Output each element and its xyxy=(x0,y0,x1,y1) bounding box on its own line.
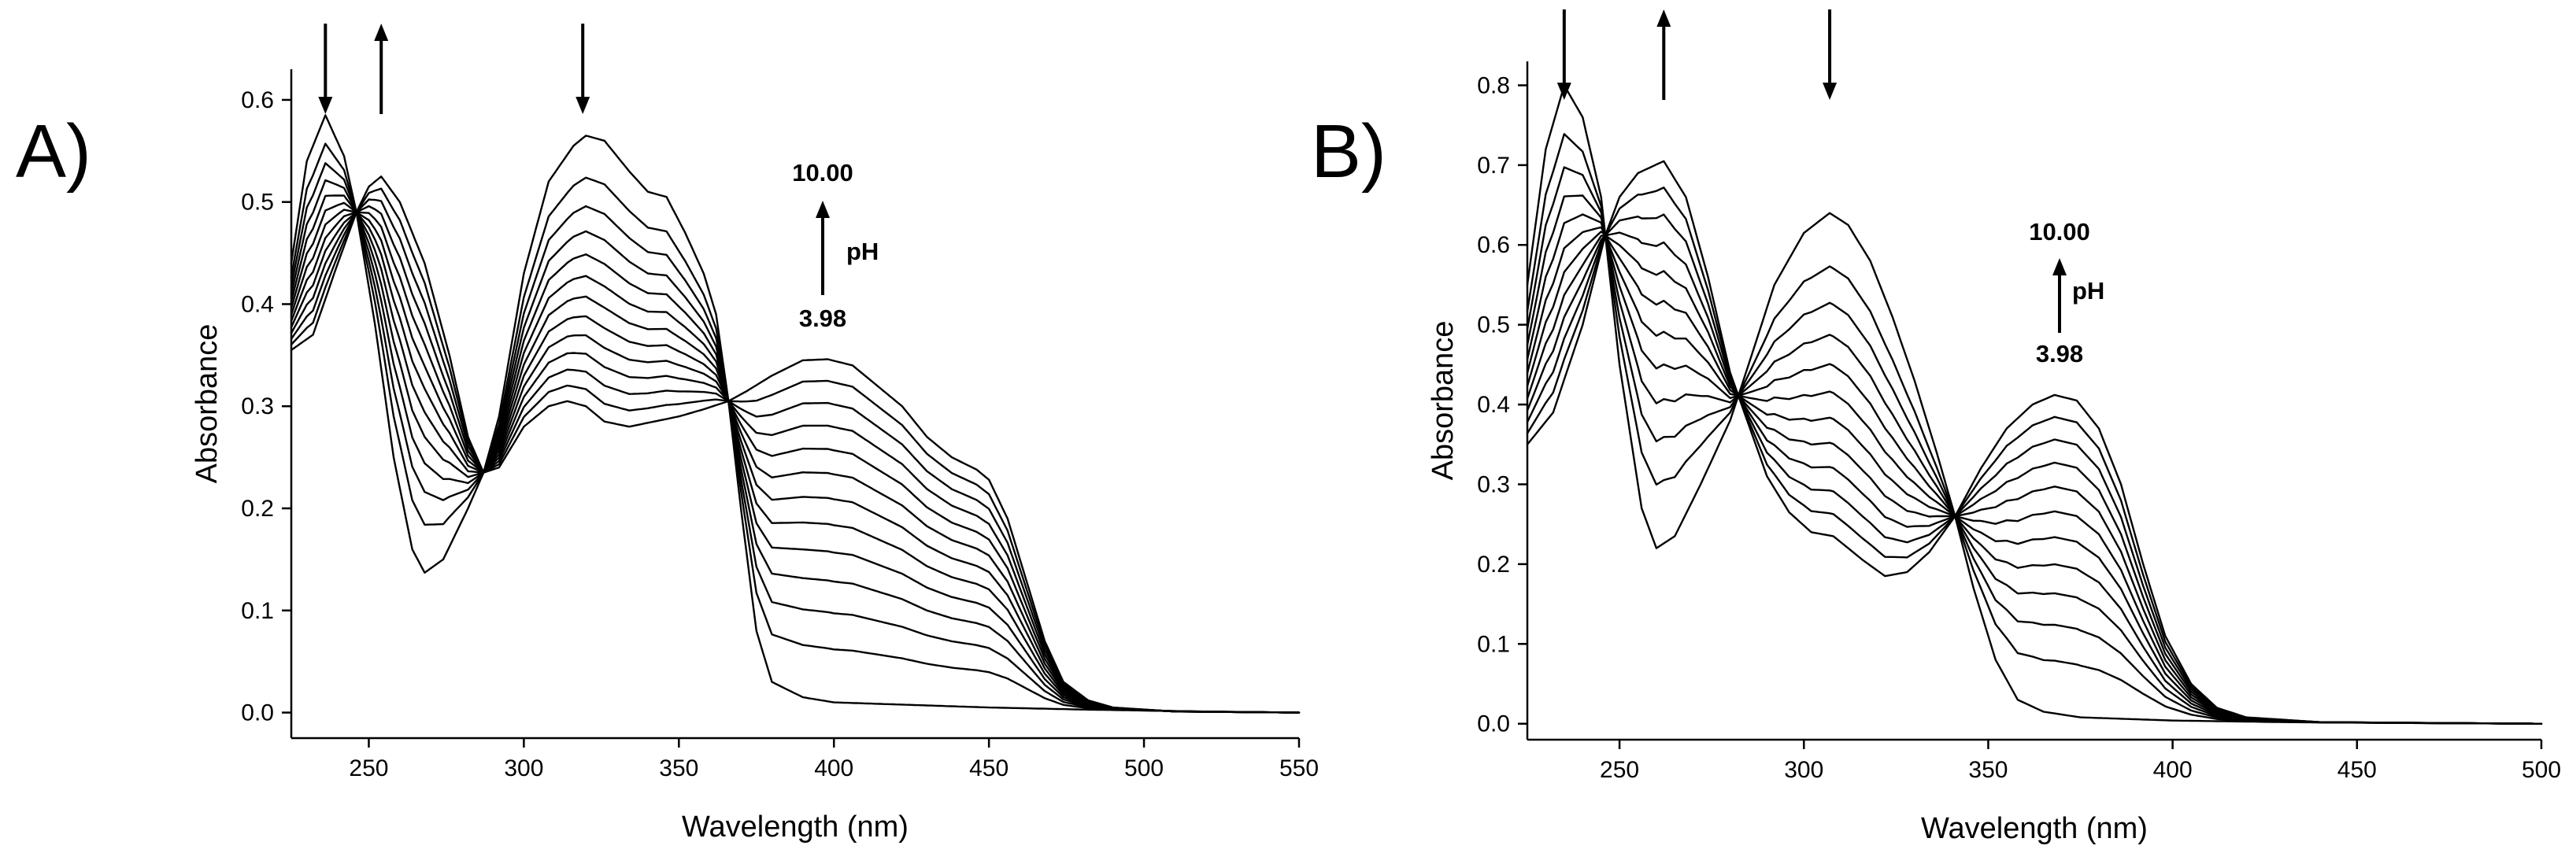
panel-a-x-tick-label: 350 xyxy=(659,755,698,781)
panel-a-y-axis-title: Absorbance xyxy=(191,324,224,484)
panel-a-spectrum-line xyxy=(290,211,1301,714)
panel-b-ph-high: 10.00 xyxy=(2029,218,2090,246)
panel-b-ph-arrow-icon xyxy=(2052,258,2067,333)
panel-a-spectra xyxy=(290,114,1301,714)
panel-a-x-tick-label: 550 xyxy=(1279,755,1319,781)
panel-a-ph-high: 10.00 xyxy=(792,159,853,186)
panel-a-ph-arrow-icon xyxy=(816,201,830,295)
panel-a-y-tick-label: 0.4 xyxy=(241,291,274,317)
panel-b-y-tick-label: 0.4 xyxy=(1477,392,1510,418)
panel-b-y-tick-label: 0.3 xyxy=(1477,471,1510,497)
panel-a-chart: A) 250 300 350 400 450 500 550 0.0 0.1 0.2 0.3 0.4 0.… xyxy=(16,24,1319,844)
panel-a-x-axis-title: Wavelength (nm) xyxy=(682,811,909,844)
panel-b-y-axis-title: Absorbance xyxy=(1427,321,1460,481)
panel-b-arrow-down-icon xyxy=(1823,9,1838,100)
panel-b-spectrum-line xyxy=(1526,231,2543,725)
panel-b-x-tick-label: 350 xyxy=(1968,757,2008,783)
panel-a-arrow-down-icon xyxy=(318,24,333,114)
panel-b-spectrum-line xyxy=(1526,160,2543,725)
panel-a-ph-low: 3.98 xyxy=(799,305,846,332)
panel-a-spectrum-line xyxy=(290,211,1301,714)
panel-a-x-tick-label: 300 xyxy=(504,755,543,781)
panel-a-spectrum-line xyxy=(290,198,1301,714)
panel-a-y-tick-label: 0.1 xyxy=(241,598,274,624)
panel-b-y-tick-label: 0.8 xyxy=(1477,72,1510,98)
panel-b-spectrum-line xyxy=(1526,186,2543,725)
panel-a-spectrum-line xyxy=(290,162,1301,714)
panel-a-spectrum-line xyxy=(290,175,1301,714)
panel-b-y-tick-label: 0.2 xyxy=(1477,552,1510,578)
panel-b-y-tick-label: 0.7 xyxy=(1477,153,1510,179)
panel-b-y-tick-label: 0.0 xyxy=(1477,711,1510,737)
panel-a-y-tick-label: 0.0 xyxy=(241,700,274,726)
panel-b-spectra xyxy=(1526,84,2543,725)
panel-b-x-tick-label: 400 xyxy=(2153,757,2193,783)
panel-b-ph-unit: pH xyxy=(2072,277,2104,305)
panel-b-arrow-down-icon xyxy=(1556,9,1571,100)
panel-a-x-tick-label: 500 xyxy=(1124,755,1164,781)
panel-b-x-axis-title: Wavelength (nm) xyxy=(1921,812,2148,845)
panel-a-y-tick-label: 0.6 xyxy=(241,87,274,113)
panel-b-y-tick-label: 0.5 xyxy=(1477,312,1510,338)
panel-a-spectrum-line xyxy=(290,209,1301,714)
panel-a-arrow-up-icon xyxy=(374,24,389,114)
panel-a-y-tick-label: 0.3 xyxy=(241,393,274,419)
panel-a-x-tick-label: 250 xyxy=(349,755,388,781)
panel-a-y-tick-label: 0.5 xyxy=(241,190,274,216)
panel-b-y-tick-label: 0.6 xyxy=(1477,232,1510,258)
panel-b-x-tick-label: 450 xyxy=(2337,757,2377,783)
panel-b-label: B) xyxy=(1311,109,1386,194)
panel-b-x-tick-label: 500 xyxy=(2522,757,2561,783)
panel-b-x-tick-label: 300 xyxy=(1784,757,1823,783)
panel-a-x-tick-label: 450 xyxy=(969,755,1009,781)
panel-a-ph-unit: pH xyxy=(846,238,879,265)
panel-a-spectrum-line xyxy=(290,179,1301,714)
panel-b-spectrum-line xyxy=(1526,234,2543,725)
panel-b-spectrum-line xyxy=(1526,226,2543,725)
panel-b-chart: B) 250 300 350 400 450 500 0.0 0.1 0.2 0.3 0.4 0.5 0.… xyxy=(1311,9,2561,845)
panel-b-y-tick-label: 0.1 xyxy=(1477,631,1510,657)
panel-b-spectrum-line xyxy=(1526,194,2543,725)
panel-a-spectrum-line xyxy=(290,114,1301,714)
panel-b-x-tick-label: 250 xyxy=(1600,757,1639,783)
panel-a-label: A) xyxy=(16,109,91,194)
panel-b-spectrum-line xyxy=(1526,231,2543,725)
panel-a-spectrum-line xyxy=(290,194,1301,714)
panel-b-ph-low: 3.98 xyxy=(2036,340,2083,367)
panel-a-y-tick-label: 0.2 xyxy=(241,496,274,522)
panel-a-arrow-down-icon xyxy=(576,24,590,114)
panel-a-x-tick-label: 400 xyxy=(814,755,853,781)
panel-b-arrow-up-icon xyxy=(1656,9,1671,100)
